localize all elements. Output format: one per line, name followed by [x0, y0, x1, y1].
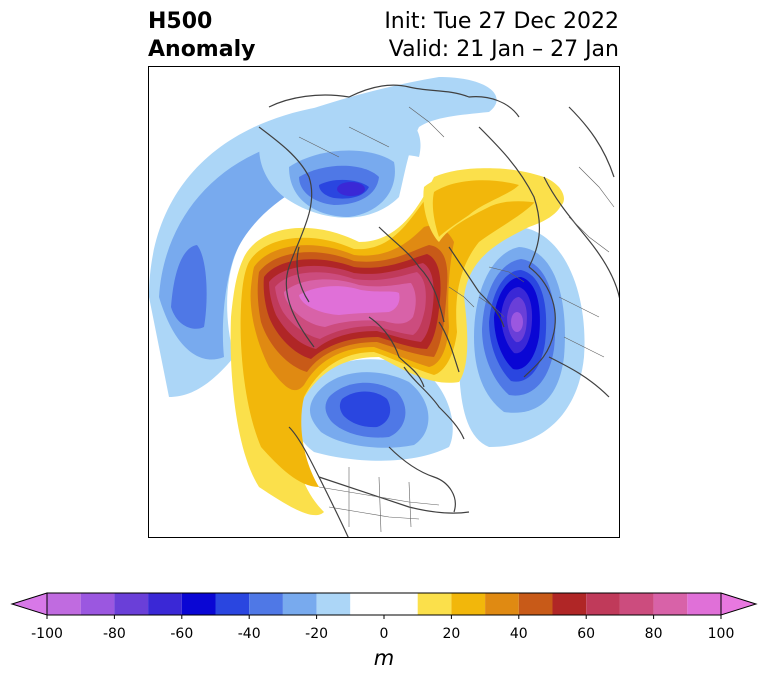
- positive-anomaly-block: [230, 168, 563, 516]
- colorbar-tick-label: -100: [31, 626, 63, 642]
- negative-anomaly-arc: [149, 104, 421, 397]
- colorbar-tick-label: 100: [707, 626, 735, 642]
- colorbar-bin: [586, 593, 620, 615]
- colorbar-bin: [249, 593, 283, 615]
- colorbar-bin: [485, 593, 519, 615]
- colorbar-tick-label: 80: [644, 626, 663, 642]
- map-title: H500 Anomaly: [148, 8, 255, 64]
- coastlines: [258, 84, 619, 537]
- colorbar-tick-label: 60: [577, 626, 596, 642]
- negative-anomaly-north: [259, 77, 497, 218]
- colorbar-ticks: [46, 615, 722, 619]
- colorbar-bin: [350, 593, 418, 615]
- colorbar-unit-label: m: [373, 646, 395, 670]
- title-field-line2: Anomaly: [148, 37, 256, 62]
- colorbar-bin: [552, 593, 587, 615]
- colorbar-tick-label: 0: [379, 626, 389, 642]
- colorbar: [10, 592, 758, 619]
- colorbar-bin: [619, 593, 654, 615]
- anomaly-map: [149, 77, 619, 537]
- colorbar-bin: [47, 593, 81, 615]
- valid-range-label: Valid: 21 Jan – 27 Jan: [388, 37, 619, 62]
- colorbar-bin: [80, 593, 115, 615]
- colorbar-tick-label: 40: [509, 626, 528, 642]
- colorbar-tick-label: -80: [102, 626, 126, 642]
- colorbar-bin: [114, 593, 149, 615]
- colorbar-bin: [653, 593, 688, 615]
- map-dates: Init: Tue 27 Dec 2022 Valid: 21 Jan – 27…: [384, 8, 619, 64]
- colorbar-bin: [282, 593, 317, 615]
- colorbar-bin: [417, 593, 452, 615]
- negative-anomaly-east: [456, 226, 585, 447]
- colorbar-bin: [181, 593, 216, 615]
- title-field-line1: H500: [148, 9, 213, 34]
- colorbar-bin: [687, 593, 721, 615]
- colorbar-under-triangle: [10, 592, 48, 616]
- colorbar-bin: [215, 593, 250, 615]
- negative-anomaly-south: [294, 359, 453, 461]
- map-panel: [148, 66, 620, 538]
- init-date-label: Init: Tue 27 Dec 2022: [384, 9, 619, 34]
- political-borders: [298, 106, 615, 533]
- colorbar-tick-label: -40: [237, 626, 261, 642]
- colorbar-bin: [148, 593, 182, 615]
- colorbar-tick-label: -60: [170, 626, 194, 642]
- colorbar-tick-label: -20: [305, 626, 329, 642]
- colorbar-tick-label: 20: [442, 626, 461, 642]
- colorbar-over-triangle: [720, 592, 758, 616]
- colorbar-bin: [518, 593, 553, 615]
- colorbar-bin: [316, 593, 351, 615]
- colorbar-bin: [451, 593, 486, 615]
